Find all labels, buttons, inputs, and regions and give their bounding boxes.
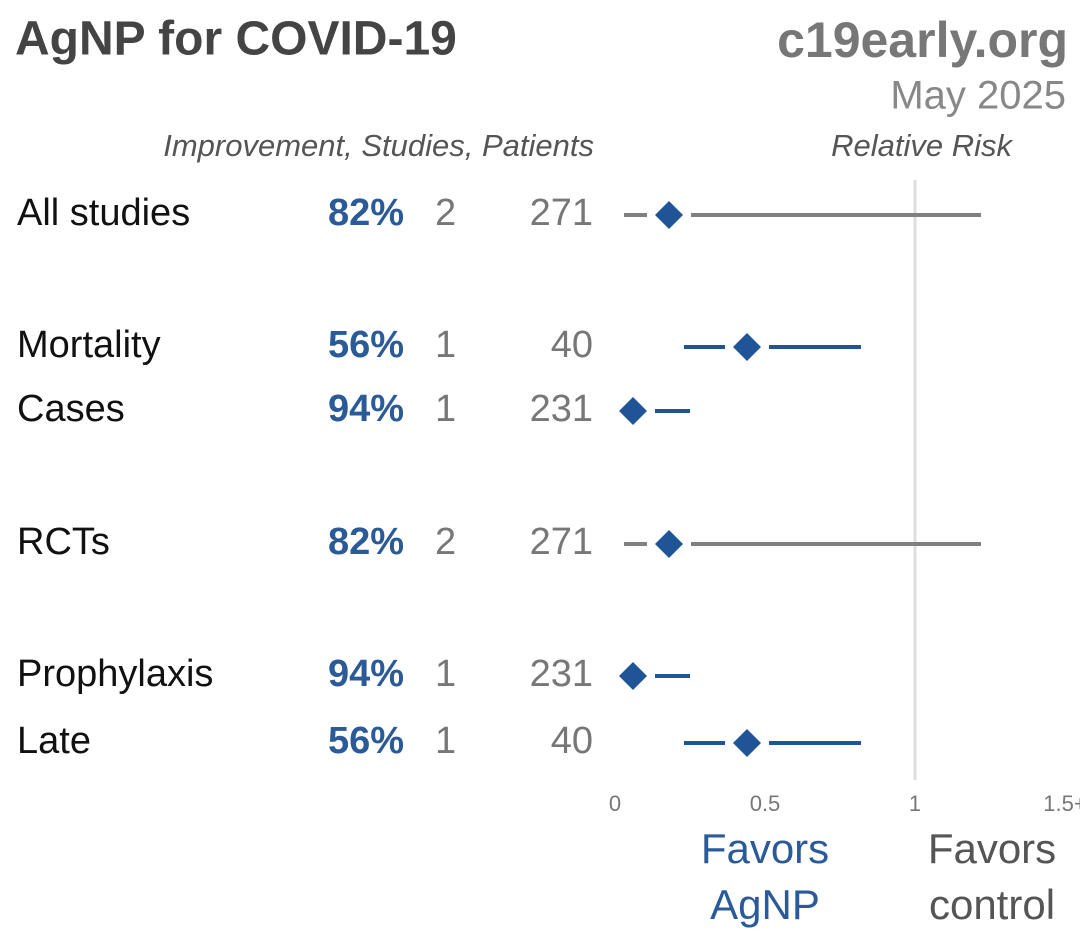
improvement: 94% [328, 388, 404, 430]
patients: 40 [551, 720, 593, 762]
row-label: Mortality [17, 324, 161, 366]
improvement: 56% [328, 324, 404, 366]
studies: 1 [435, 653, 456, 695]
date: May 2025 [890, 74, 1066, 118]
row-label: Prophylaxis [17, 653, 213, 695]
row-label: Cases [17, 388, 125, 430]
x-tick-label: 1 [909, 791, 921, 816]
studies: 2 [435, 192, 456, 234]
improvement: 82% [328, 192, 404, 234]
x-tick-label: 0.5 [750, 791, 781, 816]
estimate [655, 530, 683, 558]
x-tick-label: 0 [609, 791, 621, 816]
estimate [655, 201, 683, 229]
favors-right: control [929, 881, 1055, 928]
patients: 231 [530, 653, 593, 695]
source: c19early.org [777, 12, 1068, 68]
favors-left: Favors [701, 825, 829, 872]
improvement: 82% [328, 521, 404, 563]
studies: 1 [435, 388, 456, 430]
studies: 2 [435, 521, 456, 563]
row-label: Late [17, 720, 91, 762]
studies: 1 [435, 720, 456, 762]
improvement: 56% [328, 720, 404, 762]
patients: 40 [551, 324, 593, 366]
row-label: All studies [17, 192, 190, 234]
x-tick-label: 1.5+ [1043, 791, 1080, 816]
studies: 1 [435, 324, 456, 366]
patients: 231 [530, 388, 593, 430]
estimate [733, 729, 761, 757]
improvement: 94% [328, 653, 404, 695]
patients: 271 [530, 521, 593, 563]
columns-header: Improvement, Studies, Patients [163, 128, 594, 163]
estimate [733, 333, 761, 361]
favors-right: Favors [928, 825, 1056, 872]
patients: 271 [530, 192, 593, 234]
favors-left: AgNP [710, 881, 820, 928]
estimate [619, 397, 647, 425]
row-label: RCTs [17, 521, 110, 563]
axis-label: Relative Risk [831, 128, 1013, 163]
estimate [619, 662, 647, 690]
chart-title: AgNP for COVID-19 [15, 13, 457, 66]
